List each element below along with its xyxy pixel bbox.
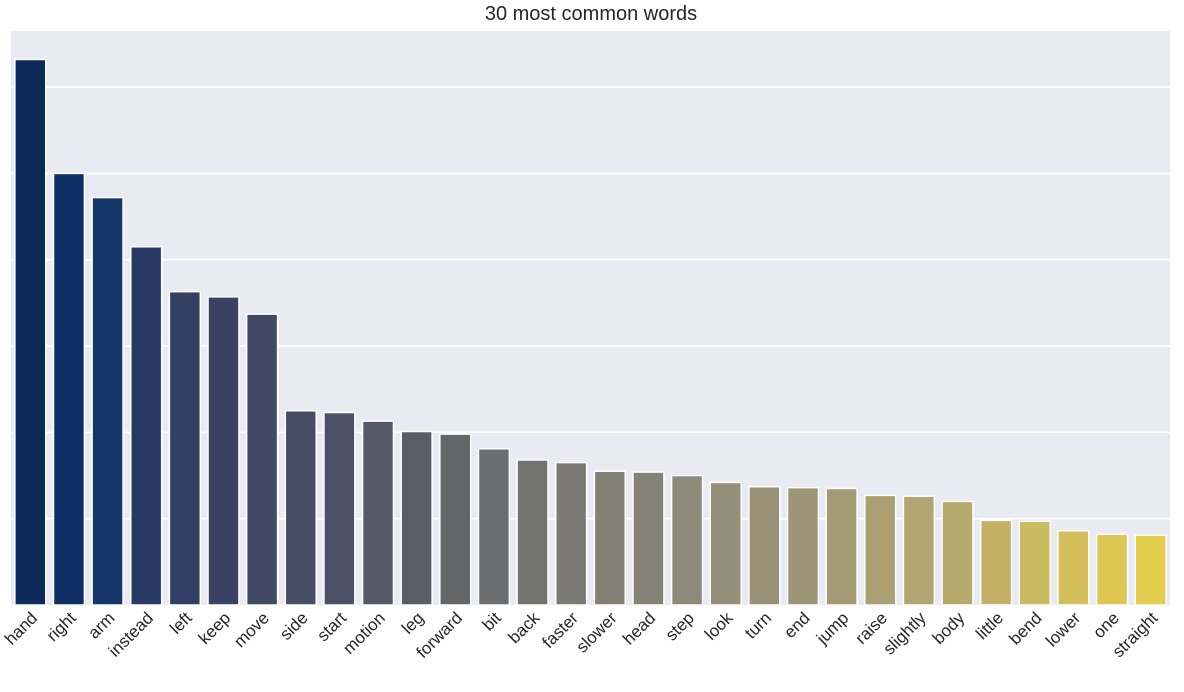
bar-faster	[554, 461, 588, 606]
x-tick-label: turn	[741, 608, 775, 642]
bar-body	[941, 500, 974, 606]
grid-lines	[11, 86, 1170, 520]
bar-left	[168, 290, 202, 606]
x-tick-label: right	[43, 608, 80, 645]
x-tick-label: keep	[195, 608, 235, 648]
x-tick-label: slightly	[880, 608, 931, 659]
x-tick-label: step	[662, 608, 698, 644]
x-tick-label: left	[166, 608, 196, 638]
x-tick-label: little	[972, 608, 1007, 643]
x-tick-label: hand	[1, 608, 41, 648]
bar-turn	[748, 485, 781, 606]
x-tick-label: leg	[398, 608, 427, 637]
bar-lower	[1057, 530, 1090, 606]
bar-side	[284, 410, 317, 606]
bar-one	[1095, 533, 1129, 606]
x-tick-label: jump	[812, 608, 852, 648]
x-tick-label: slower	[572, 608, 620, 656]
bar-move	[245, 313, 279, 606]
x-tick-label: end	[780, 608, 813, 641]
bar-instead	[130, 246, 163, 606]
x-tick-label: back	[505, 608, 544, 647]
bar-straight	[1134, 534, 1167, 606]
x-tick-label: move	[230, 608, 273, 651]
bar-jump	[825, 487, 858, 606]
bar-keep	[207, 296, 240, 606]
bar-raise	[864, 494, 897, 606]
plot-area	[11, 31, 1170, 605]
x-tick-label: body	[929, 608, 969, 648]
x-tick-label: head	[619, 608, 659, 648]
x-tick-label: lower	[1042, 608, 1084, 650]
bar-step	[670, 474, 704, 606]
x-tick-label: look	[701, 608, 737, 644]
x-tick-label: bend	[1005, 608, 1045, 648]
bar-slower	[593, 470, 627, 606]
bar-motion	[361, 420, 395, 606]
bar-bend	[1018, 520, 1051, 606]
x-tick-label: one	[1089, 608, 1122, 641]
x-tick-label: side	[276, 608, 311, 643]
bar-right	[52, 172, 86, 606]
bar-hand	[14, 58, 47, 606]
chart-title: 30 most common words	[485, 3, 697, 25]
bar-start	[323, 411, 356, 606]
bar-forward	[439, 433, 472, 606]
bar-look	[709, 481, 742, 606]
bar-arm	[91, 196, 124, 606]
bar-back	[516, 459, 549, 606]
bar-end	[786, 486, 820, 606]
bar-slightly	[902, 495, 936, 606]
bars	[14, 58, 1167, 606]
bar-bit	[477, 448, 511, 606]
x-tick-label: motion	[339, 608, 389, 658]
bar-head	[632, 471, 665, 606]
bar-little	[979, 519, 1013, 606]
x-tick-label: bit	[479, 608, 505, 634]
bar-leg	[400, 430, 433, 606]
